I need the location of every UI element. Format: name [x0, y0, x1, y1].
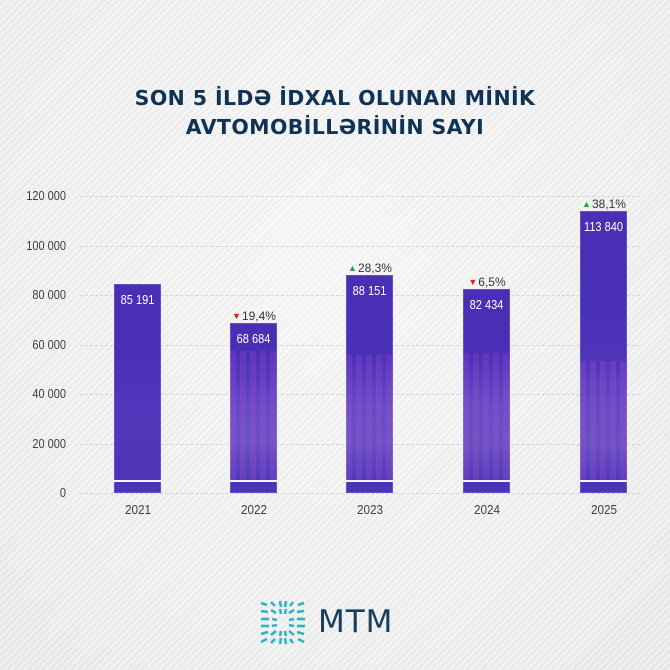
bar-value-label: 113 840 — [584, 220, 623, 234]
y-tick-20000: 20 000 — [32, 437, 66, 451]
bar-2024: 82 434 — [463, 289, 510, 493]
y-tick-0: 0 — [59, 486, 66, 500]
bar-photo-overlay — [230, 351, 277, 481]
chart-title-line-1: SON 5 İLDƏ İDXAL OLUNAN MİNİK — [134, 86, 536, 110]
gridline — [80, 246, 640, 247]
bar-photo-overlay — [463, 353, 510, 481]
change-value: 28,3% — [357, 261, 392, 275]
y-tick-60000: 60 000 — [32, 338, 66, 352]
bar-photo-overlay — [346, 355, 393, 481]
change-value: 38,1% — [591, 197, 626, 211]
bar-stripe — [580, 480, 627, 482]
x-label-2021: 2021 — [124, 502, 152, 517]
x-label-2023: 2023 — [356, 502, 384, 517]
mtm-grid-burst-icon — [260, 600, 305, 645]
mtm-logo: MTM — [258, 598, 393, 646]
change-value: 19,4% — [241, 309, 276, 323]
bar-stripe — [114, 480, 161, 482]
x-label-2024: 2024 — [473, 502, 501, 517]
bar-photo-overlay — [580, 361, 627, 481]
change-badge-2025: ▲38,1% — [564, 198, 644, 212]
chart-title: SON 5 İLDƏ İDXAL OLUNAN MİNİK AVTOMOBİLL… — [0, 84, 670, 142]
change-badge-2022: ▼19,4% — [214, 310, 294, 324]
x-label-2022: 2022 — [240, 502, 268, 517]
gridline — [80, 196, 640, 197]
logo-text: MTM — [318, 604, 394, 640]
down-arrow-icon: ▼ — [232, 311, 241, 321]
up-arrow-icon: ▲ — [348, 263, 357, 273]
bar-value-label: 82 434 — [469, 298, 504, 312]
chart-title-line-2: AVTOMOBİLLƏRİNİN SAYI — [185, 115, 485, 139]
bar-stripe — [346, 480, 393, 482]
bar-2021: 85 191 — [114, 284, 161, 493]
bar-2025: 113 840 — [580, 211, 627, 493]
bar-stripe — [463, 480, 510, 482]
up-arrow-icon: ▲ — [582, 199, 591, 209]
bar-value-label: 85 191 — [120, 293, 155, 307]
down-arrow-icon: ▼ — [468, 277, 478, 287]
y-tick-120000: 120 000 — [26, 189, 67, 203]
bar-value-label: 68 684 — [236, 332, 271, 346]
bar-value-label: 88 151 — [352, 284, 387, 298]
y-tick-80000: 80 000 — [32, 288, 66, 302]
change-badge-2023: ▲28,3% — [330, 262, 410, 276]
gridline-baseline — [80, 493, 640, 494]
bar-stripe — [230, 480, 277, 482]
bar-2022: 68 684 — [230, 323, 277, 493]
change-badge-2024: ▼6,5% — [447, 276, 527, 290]
bar-2023: 88 151 — [346, 275, 393, 493]
change-value: 6,5% — [478, 275, 506, 289]
y-tick-40000: 40 000 — [32, 387, 66, 401]
y-tick-100000: 100 000 — [26, 239, 67, 253]
x-label-2025: 2025 — [590, 502, 618, 517]
